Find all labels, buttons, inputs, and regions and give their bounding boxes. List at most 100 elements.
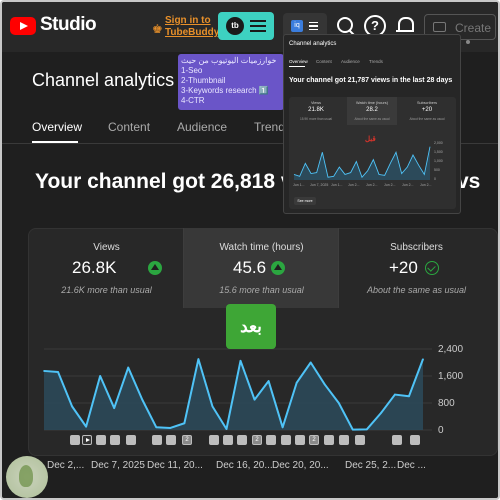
metric-title: Subscribers bbox=[390, 242, 443, 253]
x-tick-label: Dec 16, 20... bbox=[216, 460, 273, 471]
mini-y-tick-label: 1,500 bbox=[434, 150, 443, 154]
mini-y-tick-label: 0 bbox=[434, 177, 436, 181]
video-group-marker-icon[interactable] bbox=[266, 435, 276, 445]
active-tab-indicator bbox=[32, 141, 78, 143]
video-count-marker[interactable]: 2 bbox=[309, 435, 319, 445]
tubebuddy-popup: خوارزميات اليوتيوب من حيث 1-Seo 2-Thumbn… bbox=[178, 54, 284, 110]
mini-metric-value: +20 bbox=[421, 107, 433, 113]
metric-subscribers[interactable]: Subscribers +20 About the same as usual bbox=[339, 228, 494, 308]
tubebuddy-signin-link[interactable]: Sign in to TubeBuddy bbox=[165, 15, 220, 38]
mini-x-tick-label: Jun 2... bbox=[402, 183, 414, 187]
video-count-marker[interactable]: 2 bbox=[182, 435, 192, 445]
mini-views-line bbox=[293, 146, 431, 179]
mini-tab-content: Content bbox=[316, 59, 332, 64]
hamburger-icon bbox=[250, 20, 266, 32]
video-group-marker-icon[interactable] bbox=[324, 435, 334, 445]
youtube-logo-icon[interactable] bbox=[10, 17, 36, 35]
studio-topbar: Studio ♚ Sign in to TubeBuddy tb iq ? Cr… bbox=[2, 2, 498, 52]
y-tick-label: 0 bbox=[438, 425, 444, 436]
video-group-marker-icon[interactable] bbox=[295, 435, 305, 445]
mini-metric-title: Watch time (hours) bbox=[356, 101, 388, 105]
popup-line: 4-CTR bbox=[181, 96, 205, 105]
mini-x-tick-label: Jun 1... bbox=[331, 183, 343, 187]
x-tick-label: Dec ... bbox=[397, 460, 426, 471]
mini-y-tick-label: 1,000 bbox=[434, 159, 443, 163]
video-group-marker-icon[interactable] bbox=[166, 435, 176, 445]
popup-line: 2-Thumbnail bbox=[181, 76, 226, 85]
video-group-marker-icon[interactable] bbox=[96, 435, 106, 445]
check-circle-icon bbox=[425, 261, 439, 275]
up-arrow-icon bbox=[271, 261, 285, 275]
mini-x-tick-label: Jun 7, 2025 bbox=[310, 183, 329, 187]
video-count-marker[interactable]: 2 bbox=[252, 435, 262, 445]
metric-subtext: 21.6K more than usual bbox=[61, 285, 152, 295]
mini-views-area bbox=[294, 146, 430, 180]
mini-metric-watch-time: Watch time (hours) 28.2 About the same a… bbox=[347, 97, 397, 125]
mini-metric-title: Subscribers bbox=[416, 101, 438, 105]
video-group-marker-icon[interactable] bbox=[223, 435, 233, 445]
x-tick-label: Dec 2,... bbox=[47, 460, 85, 471]
mini-tab-trends: Trends bbox=[369, 59, 383, 64]
video-group-marker-icon[interactable] bbox=[209, 435, 219, 445]
video-group-marker-icon[interactable] bbox=[339, 435, 349, 445]
metric-title: Views bbox=[93, 242, 120, 253]
views-headline: Your channel got 26,818 views in the las… bbox=[35, 170, 295, 193]
tubebuddy-menu-button[interactable]: tb bbox=[218, 12, 274, 40]
y-tick-label: 800 bbox=[438, 398, 455, 409]
metric-subtext: About the same as usual bbox=[366, 285, 467, 295]
mini-metric-value: 21.8K bbox=[308, 107, 324, 113]
metric-value: 45.6 bbox=[233, 258, 267, 277]
before-label: قبل bbox=[365, 136, 376, 143]
mini-metric-subtext: 15.9K more than usual bbox=[299, 117, 333, 121]
tab-content[interactable]: Content bbox=[108, 120, 151, 134]
metric-views[interactable]: Views 26.8K 21.6K more than usual bbox=[29, 228, 184, 308]
video-group-marker-icon[interactable] bbox=[281, 435, 291, 445]
mini-x-tick-label: Jun 2... bbox=[366, 183, 378, 187]
mini-y-tick-label: 2,000 bbox=[434, 141, 443, 145]
mini-metric-subtext: About the same as usual bbox=[354, 117, 390, 121]
mini-active-tab-indicator bbox=[289, 66, 305, 67]
mini-x-tick-label: Jun 1... bbox=[293, 183, 305, 187]
studio-label[interactable]: Studio bbox=[40, 14, 97, 35]
metric-divider bbox=[183, 228, 184, 308]
vidiq-logo-icon: iq bbox=[291, 20, 303, 32]
video-group-marker-icon[interactable] bbox=[410, 435, 420, 445]
mini-views-chart bbox=[293, 146, 431, 180]
x-tick-label: Dec 11, 20... bbox=[147, 460, 203, 471]
video-group-marker-icon[interactable] bbox=[126, 435, 136, 445]
search-icon[interactable] bbox=[335, 15, 357, 37]
video-play-marker-icon[interactable] bbox=[82, 435, 92, 445]
watermark-logo bbox=[6, 456, 48, 498]
video-group-marker-icon[interactable] bbox=[70, 435, 80, 445]
tab-overview[interactable]: Overview bbox=[32, 120, 83, 134]
hamburger-icon bbox=[309, 22, 318, 30]
tab-trends[interactable]: Trends bbox=[254, 120, 291, 134]
video-group-marker-icon[interactable] bbox=[110, 435, 120, 445]
video-group-marker-icon[interactable] bbox=[355, 435, 365, 445]
x-tick-label: Dec 20, 20... bbox=[272, 460, 329, 471]
mini-metric-subscribers: Subscribers +20 About the same as usual bbox=[402, 97, 452, 125]
mini-tab-audience: Audience bbox=[341, 59, 360, 64]
up-arrow-icon bbox=[148, 261, 162, 275]
metric-watch-time[interactable]: Watch time (hours) 45.6 15.6 more than u… bbox=[184, 228, 339, 308]
mini-metric-title: Views bbox=[310, 101, 322, 105]
video-group-marker-icon[interactable] bbox=[392, 435, 402, 445]
popup-line: خوارزميات اليوتيوب من حيث bbox=[181, 56, 277, 65]
tabs-divider bbox=[2, 143, 498, 144]
mini-metric-views: Views 21.8K 15.9K more than usual bbox=[291, 97, 341, 125]
mini-y-tick-label: 500 bbox=[434, 168, 440, 172]
notifications-bell-icon[interactable] bbox=[394, 15, 416, 37]
mini-see-more-button: See more bbox=[294, 197, 316, 205]
mini-page-title: Channel analytics bbox=[289, 41, 337, 47]
mini-x-tick-label: Jun 2... bbox=[384, 183, 396, 187]
more-dot-icon bbox=[466, 40, 470, 44]
tab-audience[interactable]: Audience bbox=[177, 120, 228, 134]
mini-metric-subtext: About the same as usual bbox=[409, 117, 445, 121]
x-tick-label: Dec 25, 2... bbox=[345, 460, 397, 471]
crown-icon: ♚ bbox=[152, 22, 163, 36]
metric-value: +20 bbox=[389, 258, 418, 277]
mini-metric-value: 28.2 bbox=[366, 107, 378, 113]
video-group-marker-icon[interactable] bbox=[152, 435, 162, 445]
video-group-marker-icon[interactable] bbox=[237, 435, 247, 445]
